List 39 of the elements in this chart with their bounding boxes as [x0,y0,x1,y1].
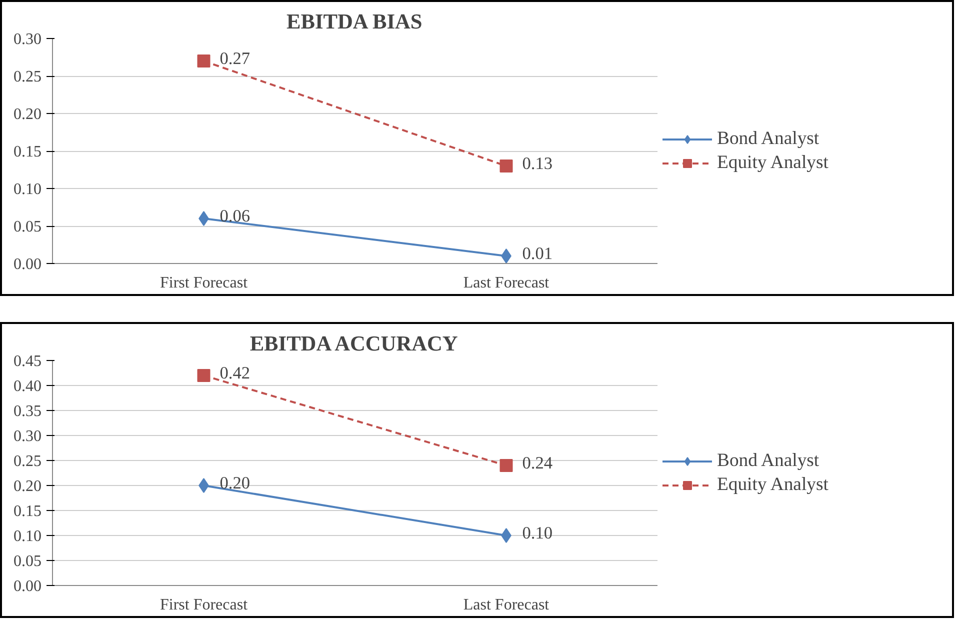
y-tick-label: 0.00 [14,578,42,595]
x-tick-label: First Forecast [160,274,248,292]
y-tick-label: 0.15 [14,144,42,160]
y-tick-label: 0.10 [14,181,42,198]
chart-title: EBITDA ACCURACY [250,332,458,356]
data-label: 0.01 [522,244,553,263]
x-tick-label: Last Forecast [463,596,550,614]
y-tick-label: 0.00 [14,256,42,273]
point [500,160,513,172]
y-tick-label: 0.20 [14,478,42,495]
y-tick-label: 0.10 [14,528,42,545]
point [500,459,513,472]
legend-label: Equity Analyst [717,474,828,496]
y-tick-label: 0.15 [14,503,42,520]
x-tick-label: First Forecast [160,596,248,614]
chart-title: EBITDA BIAS [286,10,422,34]
data-label: 0.06 [220,206,250,226]
legend-label: Equity Analyst [717,152,828,174]
y-tick-label: 0.35 [14,403,42,420]
point [197,54,210,68]
x-tick-label: Last Forecast [463,274,550,292]
y-tick-label: 0.30 [14,31,42,48]
y-tick-label: 0.25 [14,453,42,470]
data-label: 0.10 [522,524,553,542]
legend-label: Bond Analyst [717,128,820,150]
data-label: 0.13 [522,154,553,173]
y-tick-label: 0.40 [14,378,42,395]
data-label: 0.27 [220,49,250,68]
y-tick-label: 0.05 [14,218,42,236]
y-tick-label: 0.30 [14,428,42,445]
y-tick-label: 0.25 [14,68,42,86]
point [197,369,210,382]
legend-label: Bond Analyst [717,450,820,472]
data-label: 0.42 [220,364,250,382]
y-tick-label: 0.05 [14,553,42,570]
y-tick-label: 0.20 [14,106,42,123]
y-tick-label: 0.45 [14,353,42,370]
data-label: 0.24 [522,454,553,472]
data-label: 0.20 [220,474,250,492]
